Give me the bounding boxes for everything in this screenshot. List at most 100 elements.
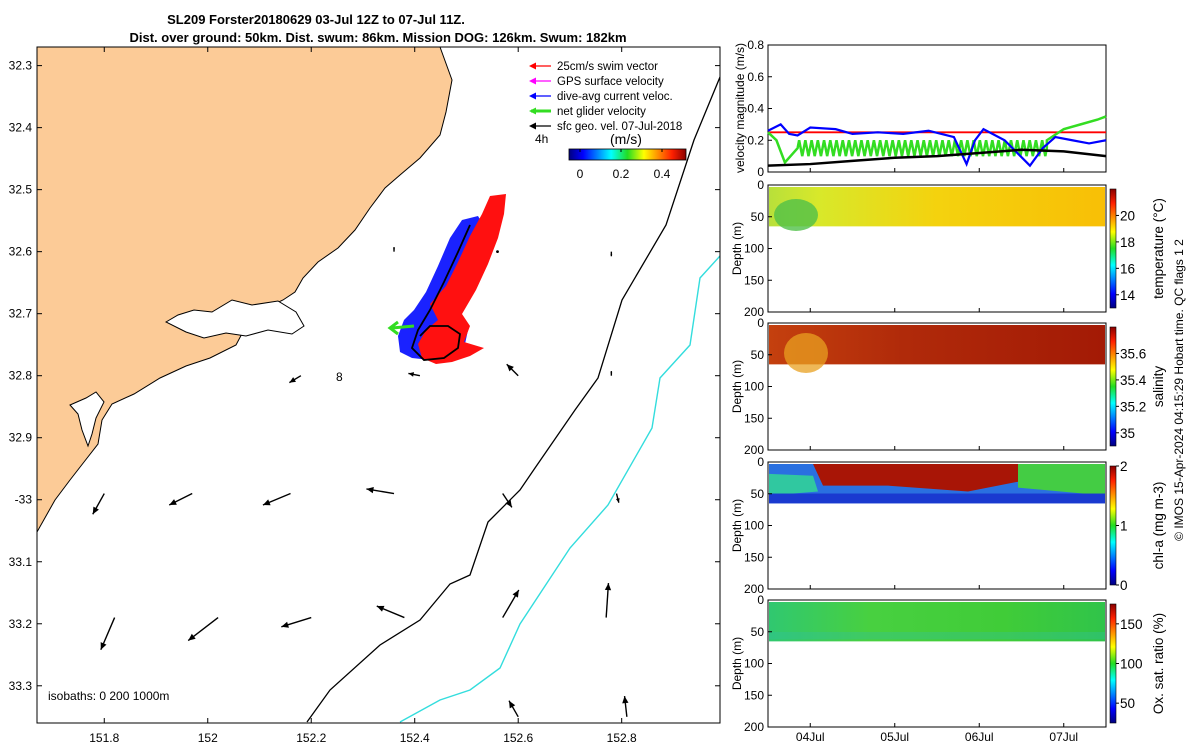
depth-tick-label: 50 [751,348,765,362]
section-colorbar-tick: 14 [1120,288,1136,303]
geostrophic-arrow [622,696,629,717]
map-xtick-label: 152 [198,731,218,745]
geostrophic-arrow [366,486,395,495]
depth-tick-label: 0 [757,178,764,192]
legend-label: dive-avg current veloc. [557,91,673,103]
map-xtick-label: 152.6 [503,731,533,745]
depth-tick-label: 50 [751,210,765,224]
section-colorbar-tick: 50 [1120,696,1135,711]
section-panel: 0 50 100 150 200 Depth (m) 35.6 35.4 35.2 35 salin… [730,316,1166,457]
geostrophic-arrow [281,616,312,628]
section-colorbar-tick: 35.2 [1120,399,1146,414]
estuary-lake [164,299,305,339]
section-colorbar-label: chl-a (mg m-3) [1151,482,1166,570]
colorbar-ticks: 0 0.2 0.4 [577,149,671,181]
speed-colorbar [568,148,687,161]
chl-mid-region [769,473,818,496]
isobath-1000 [399,255,720,723]
depth-tick-label: 0 [757,455,764,469]
section-ylabel: Depth (m) [730,499,744,552]
section-colorbar-tick: 35.6 [1120,346,1146,361]
map-ytick-label: 32.6 [9,245,33,259]
geostrophic-arrow [187,617,219,642]
label-8: 8 [336,370,343,384]
map-panel: 151.8 152 152.2 152.4 152.6 152.8 32.3 32.4 32.5… [9,46,721,745]
time-tick-label: 06Jul [965,730,994,744]
time-tick-label: 04Jul [796,730,825,744]
depth-tick-label: 200 [744,720,764,734]
section-colorbar-tick: 1 [1120,519,1128,534]
depth-tick-label: 150 [744,550,764,564]
velocity-ytick-label: 0.6 [747,70,764,84]
legend-label: sfc geo. vel. 07-Jul-2018 [557,121,682,133]
section-colorbar [1109,465,1117,586]
geostrophic-arrow [508,700,519,718]
temp-cool-patch [774,199,818,231]
colorbar-tick-label: 0 [577,167,584,181]
legend-entry: net glider velocity [529,106,646,118]
map-xtick-label: 152.8 [607,731,637,745]
depth-tick-label: 100 [744,380,764,394]
chl-deep-region [769,493,1105,504]
map-ytick-label: -33 [15,493,33,507]
map-ytick-label: 33.2 [9,617,33,631]
colorbar-tick-label: 0.2 [613,167,630,181]
geostrophic-arrow [376,605,405,619]
geostrophic-arrow [506,363,519,377]
geostrophic-arrow [502,493,513,508]
geostrophic-arrow [92,493,105,515]
depth-tick-label: 200 [744,305,764,319]
title-line-2: Dist. over ground: 50km. Dist. swum: 86k… [129,30,626,45]
section-panel: 0 50 100 150 200 Depth (m) 20 18 16 14 temperature… [730,178,1166,319]
depth-tick-label: 50 [751,487,765,501]
sfc-geostrophic-arrows [92,247,629,718]
map-legend: 25cm/s swim vector GPS surface velocity di… [529,61,682,133]
river-inlet [69,391,105,448]
map-ytick-label: 33.1 [9,555,33,569]
section-colorbar [1109,188,1117,309]
geostrophic-arrow [262,492,291,506]
legend-entry: sfc geo. vel. 07-Jul-2018 [529,121,682,133]
salinity-low-patch [784,333,828,373]
oxygen-deep-layer [769,632,1105,640]
map-ytick-label: 32.4 [9,121,33,135]
section-ylabel: Depth (m) [730,637,744,690]
time-axis: 04Jul 05Jul 06Jul 07Jul [796,168,1078,744]
section-colorbar [1109,603,1117,724]
map-ytick-label: 33.3 [9,679,33,693]
title-line-1: SL209 Forster20180629 03-Jul 12Z to 07-J… [167,12,465,27]
swim-vector-swath [418,194,506,364]
velocity-panel: 0 0.2 0.4 0.6 0.8 velocity magnitude (m/s) [733,38,1107,179]
depth-tick-label: 0 [757,593,764,607]
section-ylabel: Depth (m) [730,222,744,275]
depth-tick-label: 100 [744,242,764,256]
geostrophic-arrow [610,371,613,376]
map-xtick-label: 152.2 [296,731,326,745]
geostrophic-arrow [604,583,612,618]
geostrophic-arrow [289,375,302,384]
depth-tick-label: 150 [744,273,764,287]
depth-tick-label: 50 [751,625,765,639]
legend-label: 25cm/s swim vector [557,61,658,73]
map-ytick-label: 32.3 [9,59,33,73]
chl-east-region [1018,464,1105,496]
geostrophic-arrow [610,251,613,257]
net-velocity-marker [387,320,415,336]
geostrophic-arrow [496,250,499,254]
velocity-frame [767,44,1107,173]
velocity-ytick-label: 0.4 [747,102,764,116]
depth-tick-label: 200 [744,582,764,596]
legend-entry: 25cm/s swim vector [529,61,658,73]
chl-high-region [769,464,1018,492]
section-colorbar-tick: 18 [1120,235,1135,250]
time-tick-label: 05Jul [880,730,909,744]
legend-label: GPS surface velocity [557,76,664,88]
legend-entry: GPS surface velocity [529,76,664,88]
time-tick-label: 07Jul [1049,730,1078,744]
colorbar-tick-label: 0.4 [654,167,671,181]
sfc-geo-speed-line [767,148,1107,167]
map-xtick-label: 152.4 [400,731,430,745]
geostrophic-arrow [615,493,620,503]
